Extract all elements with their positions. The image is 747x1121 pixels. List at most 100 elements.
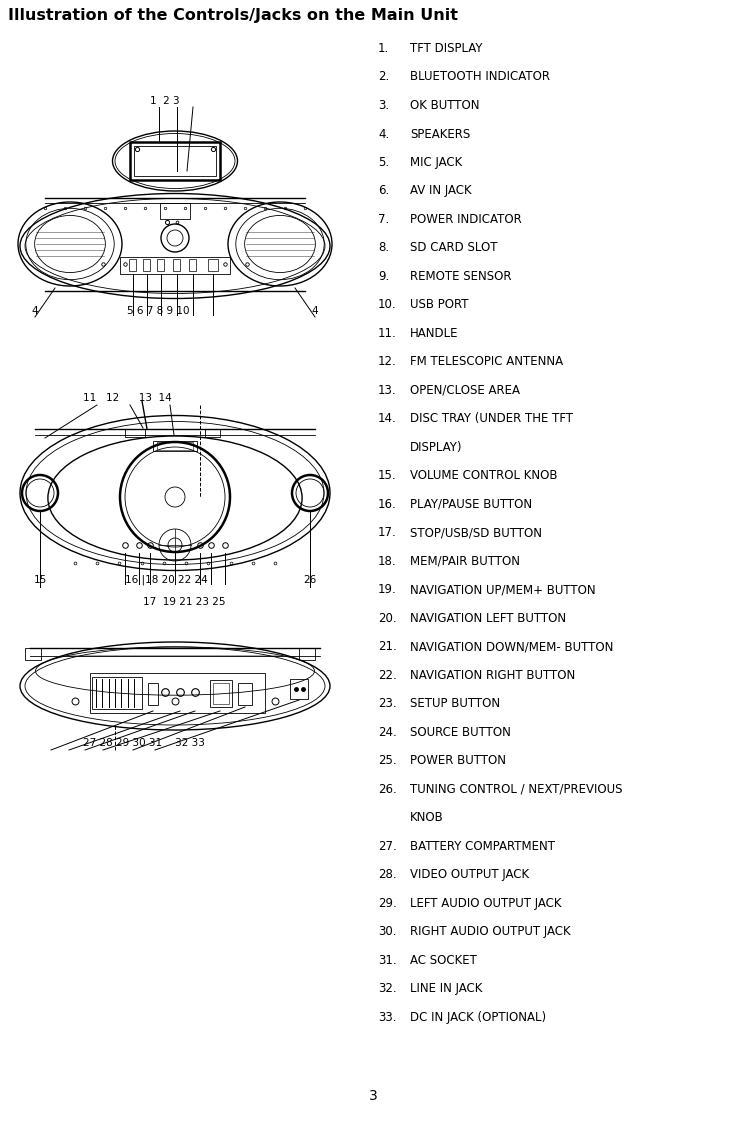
Bar <box>188 259 196 271</box>
Bar <box>299 648 315 660</box>
Text: VIDEO OUTPUT JACK: VIDEO OUTPUT JACK <box>410 869 529 881</box>
Text: MEM/PAIR BUTTON: MEM/PAIR BUTTON <box>410 555 520 568</box>
Bar <box>128 259 136 271</box>
Text: BATTERY COMPARTMENT: BATTERY COMPARTMENT <box>410 840 555 853</box>
Bar <box>210 680 232 707</box>
Text: 16 |18 20 22 24: 16 |18 20 22 24 <box>125 574 208 585</box>
Bar <box>25 648 41 660</box>
Text: 18.: 18. <box>378 555 397 568</box>
Text: DISPLAY): DISPLAY) <box>410 441 462 454</box>
Text: 4: 4 <box>31 306 38 316</box>
Text: PLAY/PAUSE BUTTON: PLAY/PAUSE BUTTON <box>410 498 532 511</box>
Text: SETUP BUTTON: SETUP BUTTON <box>410 697 500 711</box>
Text: TUNING CONTROL / NEXT/PREVIOUS: TUNING CONTROL / NEXT/PREVIOUS <box>410 782 622 796</box>
Text: DISC TRAY (UNDER THE TFT: DISC TRAY (UNDER THE TFT <box>410 413 573 426</box>
Text: 21.: 21. <box>378 640 397 654</box>
Text: 17.: 17. <box>378 527 397 539</box>
Text: Illustration of the Controls/Jacks on the Main Unit: Illustration of the Controls/Jacks on th… <box>8 8 458 24</box>
Text: 14.: 14. <box>378 413 397 426</box>
Bar <box>208 259 217 271</box>
Bar <box>120 257 230 274</box>
Text: 5 6 7 8 9 10: 5 6 7 8 9 10 <box>127 306 190 316</box>
Text: 26: 26 <box>303 575 317 585</box>
Text: LEFT AUDIO OUTPUT JACK: LEFT AUDIO OUTPUT JACK <box>410 897 562 910</box>
Text: USB PORT: USB PORT <box>410 298 468 312</box>
Text: SOURCE BUTTON: SOURCE BUTTON <box>410 726 511 739</box>
Text: BLUETOOTH INDICATOR: BLUETOOTH INDICATOR <box>410 71 550 83</box>
Text: LINE IN JACK: LINE IN JACK <box>410 982 483 995</box>
Text: KNOB: KNOB <box>410 812 444 825</box>
Text: 11.: 11. <box>378 327 397 340</box>
Bar <box>130 142 220 180</box>
Text: 15: 15 <box>34 575 46 585</box>
Text: SD CARD SLOT: SD CARD SLOT <box>410 241 498 254</box>
Bar <box>153 441 197 451</box>
Text: 6.: 6. <box>378 185 389 197</box>
Bar <box>157 442 193 450</box>
Text: POWER INDICATOR: POWER INDICATOR <box>410 213 521 226</box>
Text: 24.: 24. <box>378 726 397 739</box>
Text: 11   12      13  14: 11 12 13 14 <box>83 393 172 404</box>
Text: REMOTE SENSOR: REMOTE SENSOR <box>410 270 512 282</box>
Bar <box>134 146 216 176</box>
Bar <box>205 429 220 437</box>
Text: POWER BUTTON: POWER BUTTON <box>410 754 506 768</box>
Text: 28.: 28. <box>378 869 397 881</box>
Text: 29.: 29. <box>378 897 397 910</box>
Text: SPEAKERS: SPEAKERS <box>410 128 471 140</box>
Text: 13.: 13. <box>378 385 397 397</box>
Text: 1  2 3: 1 2 3 <box>150 96 179 106</box>
Bar <box>148 683 158 705</box>
Bar <box>90 673 265 713</box>
Text: VOLUME CONTROL KNOB: VOLUME CONTROL KNOB <box>410 470 557 482</box>
Text: MIC JACK: MIC JACK <box>410 156 462 169</box>
Text: NAVIGATION UP/MEM+ BUTTON: NAVIGATION UP/MEM+ BUTTON <box>410 584 595 596</box>
Bar <box>238 683 252 705</box>
Text: NAVIGATION RIGHT BUTTON: NAVIGATION RIGHT BUTTON <box>410 669 575 682</box>
Text: 10.: 10. <box>378 298 397 312</box>
Bar <box>92 677 142 708</box>
Text: 9.: 9. <box>378 270 389 282</box>
Text: 5.: 5. <box>378 156 389 169</box>
Text: 27.: 27. <box>378 840 397 853</box>
Text: 22.: 22. <box>378 669 397 682</box>
Text: 32.: 32. <box>378 982 397 995</box>
Text: TFT DISPLAY: TFT DISPLAY <box>410 41 483 55</box>
Bar <box>157 259 164 271</box>
Text: 12.: 12. <box>378 355 397 369</box>
Text: 3.: 3. <box>378 99 389 112</box>
Text: 33.: 33. <box>378 1011 397 1023</box>
Text: STOP/USB/SD BUTTON: STOP/USB/SD BUTTON <box>410 527 542 539</box>
Bar <box>143 259 150 271</box>
Text: 19.: 19. <box>378 584 397 596</box>
Text: OK BUTTON: OK BUTTON <box>410 99 480 112</box>
Text: 15.: 15. <box>378 470 397 482</box>
Text: NAVIGATION LEFT BUTTON: NAVIGATION LEFT BUTTON <box>410 612 566 626</box>
Text: AC SOCKET: AC SOCKET <box>410 954 477 967</box>
Text: 16.: 16. <box>378 498 397 511</box>
Text: 2.: 2. <box>378 71 389 83</box>
Text: 8.: 8. <box>378 241 389 254</box>
Text: 7.: 7. <box>378 213 389 226</box>
Text: 31.: 31. <box>378 954 397 967</box>
Bar <box>290 679 308 700</box>
Text: 1.: 1. <box>378 41 389 55</box>
Text: 3: 3 <box>369 1088 378 1103</box>
Text: OPEN/CLOSE AREA: OPEN/CLOSE AREA <box>410 385 520 397</box>
Text: RIGHT AUDIO OUTPUT JACK: RIGHT AUDIO OUTPUT JACK <box>410 926 571 938</box>
Text: FM TELESCOPIC ANTENNA: FM TELESCOPIC ANTENNA <box>410 355 563 369</box>
Bar <box>213 683 229 704</box>
Text: HANDLE: HANDLE <box>410 327 459 340</box>
Text: 23.: 23. <box>378 697 397 711</box>
Text: 4: 4 <box>311 306 318 316</box>
Text: 17  19 21 23 25: 17 19 21 23 25 <box>143 597 226 606</box>
Text: 27 28 29 30 31    32 33: 27 28 29 30 31 32 33 <box>83 738 205 748</box>
Text: 20.: 20. <box>378 612 397 626</box>
Text: 25.: 25. <box>378 754 397 768</box>
Text: 4.: 4. <box>378 128 389 140</box>
Text: 26.: 26. <box>378 782 397 796</box>
Text: DC IN JACK (OPTIONAL): DC IN JACK (OPTIONAL) <box>410 1011 546 1023</box>
Text: NAVIGATION DOWN/MEM- BUTTON: NAVIGATION DOWN/MEM- BUTTON <box>410 640 613 654</box>
Text: 30.: 30. <box>378 926 397 938</box>
Bar <box>125 429 145 437</box>
